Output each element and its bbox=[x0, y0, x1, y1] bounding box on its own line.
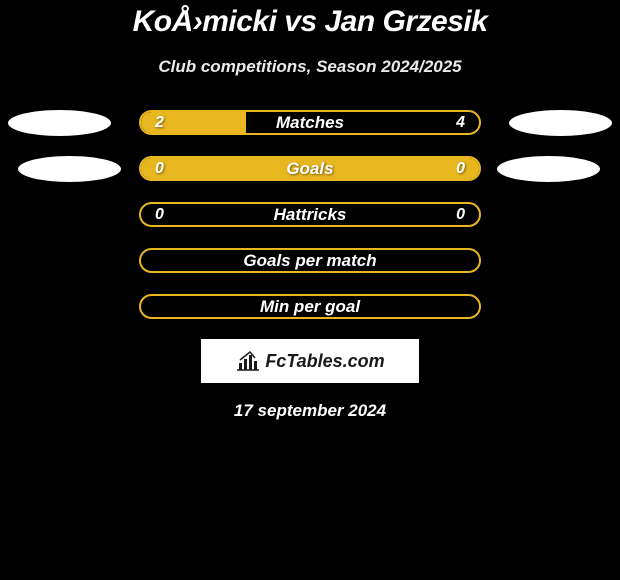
stat-bar: 2Matches4 bbox=[139, 110, 481, 135]
stat-value-right: 4 bbox=[456, 114, 465, 132]
stat-label: Matches bbox=[141, 113, 479, 133]
stat-label: Min per goal bbox=[141, 297, 479, 317]
player-oval-right bbox=[497, 156, 600, 182]
stats-list: 2Matches40Goals00Hattricks0Goals per mat… bbox=[0, 109, 620, 320]
player-oval-right bbox=[509, 110, 612, 136]
comparison-title: KoÅ›micki vs Jan Grzesik bbox=[0, 5, 620, 39]
logo-text: FcTables.com bbox=[265, 351, 384, 372]
stat-value-right: 0 bbox=[456, 160, 465, 178]
stat-row: 0Goals0 bbox=[0, 155, 620, 182]
player-oval-left bbox=[8, 110, 111, 136]
stat-value-right: 0 bbox=[456, 206, 465, 224]
comparison-subtitle: Club competitions, Season 2024/2025 bbox=[0, 57, 620, 77]
stat-label: Goals per match bbox=[141, 251, 479, 271]
stat-label: Hattricks bbox=[141, 205, 479, 225]
comparison-container: KoÅ›micki vs Jan Grzesik Club competitio… bbox=[0, 0, 620, 421]
player-oval-left bbox=[18, 156, 121, 182]
stat-row: 0Hattricks0 bbox=[0, 201, 620, 228]
stat-row: 2Matches4 bbox=[0, 109, 620, 136]
chart-icon bbox=[235, 350, 261, 372]
stat-bar: Min per goal bbox=[139, 294, 481, 319]
stat-bar: Goals per match bbox=[139, 248, 481, 273]
logo-box[interactable]: FcTables.com bbox=[201, 339, 419, 383]
stat-row: Goals per match bbox=[0, 247, 620, 274]
stat-label: Goals bbox=[141, 159, 479, 179]
stat-bar: 0Hattricks0 bbox=[139, 202, 481, 227]
stat-row: Min per goal bbox=[0, 293, 620, 320]
logo-content: FcTables.com bbox=[235, 350, 384, 372]
stat-bar: 0Goals0 bbox=[139, 156, 481, 181]
date-text: 17 september 2024 bbox=[0, 401, 620, 421]
